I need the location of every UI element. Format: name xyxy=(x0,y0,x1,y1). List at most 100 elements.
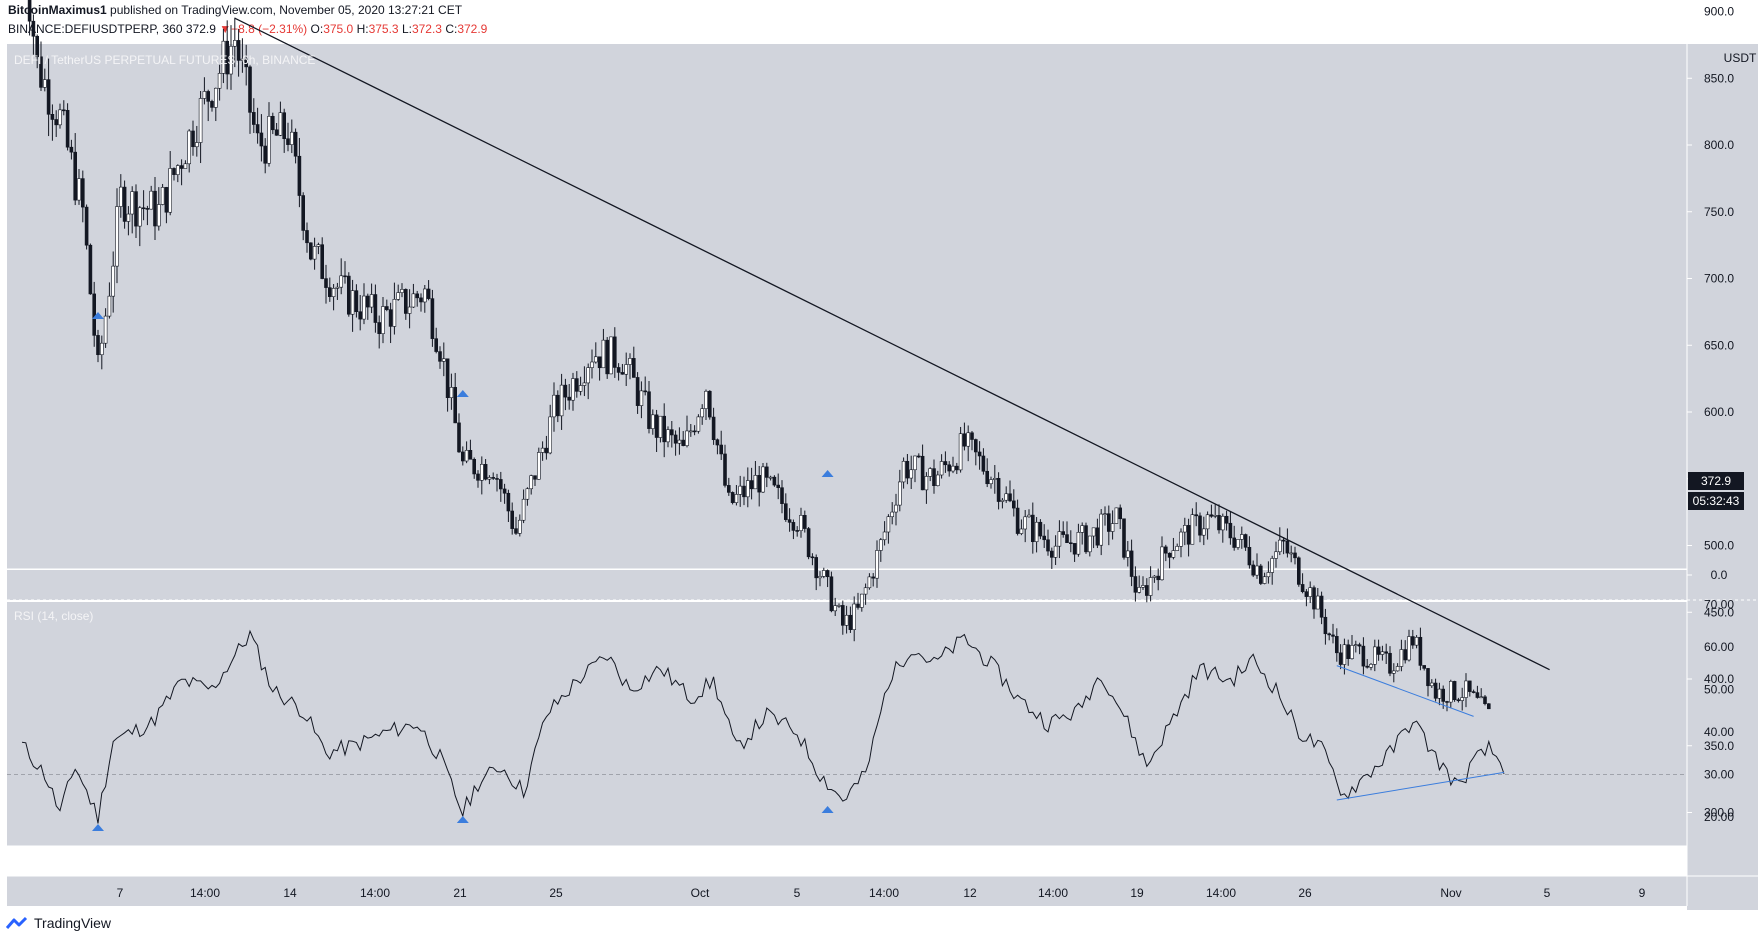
candle-body xyxy=(514,528,518,534)
time-tick-label: Nov xyxy=(1440,886,1461,900)
candle xyxy=(1354,640,1358,653)
candle-body xyxy=(464,449,469,462)
candle xyxy=(590,349,594,379)
candle xyxy=(1194,502,1198,527)
candle-body xyxy=(1243,534,1248,548)
candle xyxy=(1426,668,1430,697)
candle xyxy=(377,315,382,349)
candle xyxy=(252,98,256,134)
candle xyxy=(688,423,693,437)
candle xyxy=(1122,518,1126,560)
candle-body xyxy=(274,129,279,136)
candle-body xyxy=(1316,595,1320,610)
candle xyxy=(571,372,575,411)
candle-body xyxy=(229,45,233,75)
candle xyxy=(517,514,522,537)
candle-body xyxy=(1084,525,1088,553)
symbol-name[interactable]: BINANCE:DEFIUSDTPERP, 360 xyxy=(8,22,183,36)
candle-body xyxy=(901,460,906,483)
candle-body xyxy=(1395,666,1400,672)
tradingview-footer[interactable]: TradingView xyxy=(6,915,111,931)
candle xyxy=(84,204,89,250)
candle-body xyxy=(1437,688,1442,699)
candle xyxy=(1392,663,1396,683)
candle-body xyxy=(1335,636,1339,654)
candle-body xyxy=(905,460,910,479)
candle xyxy=(1114,507,1119,524)
candle xyxy=(210,99,214,112)
candle-body xyxy=(1061,531,1065,535)
candle-body xyxy=(206,91,210,102)
candle xyxy=(335,282,340,300)
candle-body xyxy=(1042,535,1046,541)
candle-body xyxy=(977,451,982,457)
candle-body xyxy=(1460,697,1464,701)
candle-body xyxy=(438,351,442,362)
candle xyxy=(761,462,765,493)
candle xyxy=(772,475,777,487)
rsi-low-marker-icon xyxy=(456,816,469,823)
candle-body xyxy=(897,481,902,506)
candle-body xyxy=(392,299,397,327)
candle xyxy=(289,119,294,154)
candle xyxy=(54,110,59,137)
candle xyxy=(1255,553,1259,579)
candle-body xyxy=(521,498,526,521)
candle-body xyxy=(168,168,172,213)
candle-body xyxy=(738,485,743,495)
candle-body xyxy=(848,614,853,630)
candle-body xyxy=(343,275,347,278)
candle xyxy=(597,356,602,381)
author-name[interactable]: BitcoinMaximus1 xyxy=(8,3,107,17)
candle-body xyxy=(1088,535,1092,553)
candle xyxy=(878,537,883,562)
time-tick-label: 9 xyxy=(1639,886,1646,900)
candle xyxy=(468,439,473,460)
candle xyxy=(1038,519,1043,540)
candle xyxy=(1228,511,1233,545)
candle xyxy=(92,281,96,347)
candle-body xyxy=(757,475,762,493)
candle-body xyxy=(981,455,986,472)
candle xyxy=(833,597,838,617)
candle xyxy=(1331,623,1335,644)
publisher-line: BitcoinMaximus1 published on TradingView… xyxy=(8,3,462,17)
candle-body xyxy=(1251,564,1255,576)
candle xyxy=(814,554,819,591)
candle xyxy=(1088,535,1092,557)
candle-body xyxy=(1346,644,1350,659)
volume-strip-bg xyxy=(7,570,1687,600)
candle xyxy=(970,430,974,451)
candle xyxy=(81,170,85,223)
candle xyxy=(1004,486,1009,503)
candle-body xyxy=(567,396,572,401)
candle-body xyxy=(559,384,564,417)
candle-body xyxy=(715,439,720,446)
candle xyxy=(540,441,545,461)
candle xyxy=(157,187,161,231)
candle-body xyxy=(419,297,423,303)
candle xyxy=(240,38,245,73)
candle xyxy=(1266,561,1271,584)
rsi-tick-label: 30.00 xyxy=(1704,768,1734,782)
candle-body xyxy=(951,465,955,472)
candle-body xyxy=(479,464,484,481)
candle xyxy=(1247,536,1252,569)
last-price: 372.9 xyxy=(185,22,216,36)
candle-body xyxy=(913,455,917,471)
candle xyxy=(1380,645,1385,661)
candle xyxy=(723,444,727,488)
candle-body xyxy=(1008,493,1012,502)
candle xyxy=(487,475,492,485)
candle xyxy=(479,456,484,495)
candle xyxy=(863,583,868,605)
tradingview-brand: TradingView xyxy=(34,915,112,931)
candle-body xyxy=(39,56,43,88)
candle-body xyxy=(411,293,416,308)
candle xyxy=(229,25,233,90)
candle-body xyxy=(768,476,773,479)
candle-body xyxy=(335,286,340,289)
candle-body xyxy=(278,112,283,136)
candle-body xyxy=(1433,682,1438,699)
